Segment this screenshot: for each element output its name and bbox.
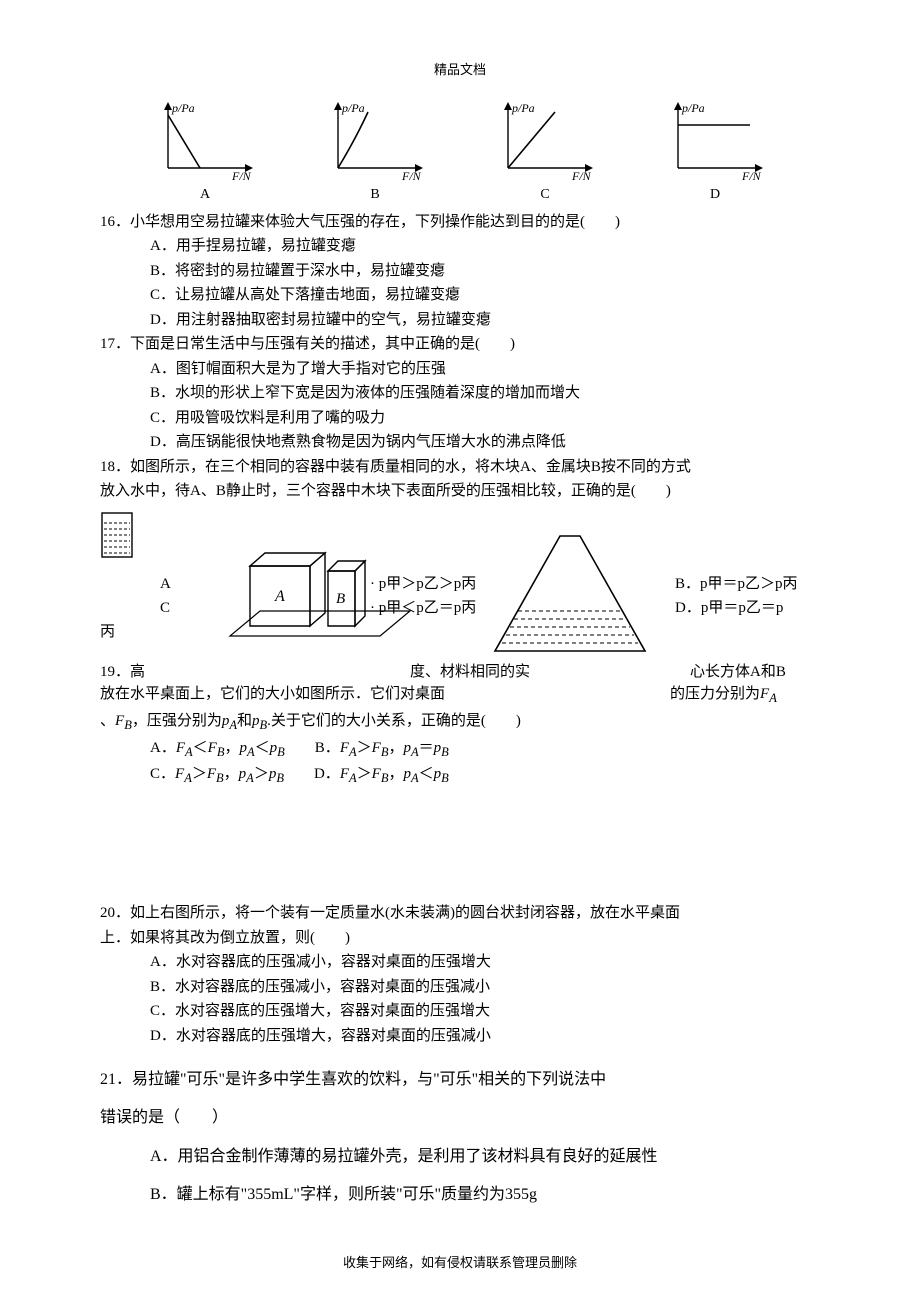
page-header: 精品文档: [100, 60, 820, 80]
graph-label-a: A: [140, 184, 270, 205]
graph-label-c: C: [480, 184, 610, 205]
chart-c-icon: p/Pa F/N: [490, 100, 600, 180]
q19-line1: 19．高 度、材料相同的实 心长方体A和B: [100, 661, 820, 684]
q19-opts-row2: C．FA＞FB，pA＞pB D．FA＞FB，pA＜pB: [100, 763, 820, 788]
q19-frag1: 19．高: [100, 661, 190, 684]
svg-text:p/Pa: p/Pa: [341, 101, 365, 115]
q19-line2: 放在水平桌面上，它们的大小如图所示．它们对桌面 的压力分别为FA: [100, 683, 820, 708]
graph-labels: A B C D: [140, 184, 780, 205]
q18-opt-a-label: A: [160, 573, 171, 596]
q19-opt-c: C．FA＞FB，pA＞pB: [150, 766, 284, 782]
q16-stem: 16．小华想用空易拉罐来体验大气压强的存在，下列操作能达到目的的是( ): [100, 211, 820, 234]
q16-opt-b: B．将密封的易拉罐置于深水中，易拉罐变瘪: [100, 260, 820, 283]
svg-text:B: B: [336, 591, 345, 607]
q19-opt-d: D．FA＞FB，pA＜pB: [314, 766, 449, 782]
q18-opt-c-label: C: [160, 597, 170, 620]
q17-opt-b: B．水坝的形状上窄下宽是因为液体的压强随着深度的增加而增大: [100, 382, 820, 405]
q18-opt-b-text: B．p甲＝p乙＞p丙: [675, 573, 798, 596]
q18-opt-d-tail: 丙: [100, 621, 115, 644]
graph-b: p/Pa F/N: [310, 100, 440, 180]
q20-opt-c: C．水对容器底的压强增大，容器对桌面的压强增大: [100, 1000, 820, 1023]
graphs-row: p/Pa F/N p/Pa F/N p/Pa: [140, 100, 780, 180]
graph-label-b: B: [310, 184, 440, 205]
graph-d: p/Pa F/N: [650, 100, 780, 180]
q21-opt-b: B．罐上标有"355mL"字样，则所装"可乐"质量约为355g: [100, 1176, 820, 1214]
q19-line3: 、FB，压强分别为pA和pB.关于它们的大小关系，正确的是( ): [100, 710, 820, 735]
graph-label-d: D: [650, 184, 780, 205]
q16-opt-a: A．用手捏易拉罐，易拉罐变瘪: [100, 235, 820, 258]
q19-frag3: 心长方体A和B: [690, 661, 786, 684]
q19-opts-row1: A．FA＜FB，pA＜pB B．FA＞FB，pA＝pB: [100, 737, 820, 762]
page-footer: 收集于网络，如有侵权请联系管理员删除: [0, 1253, 920, 1273]
q18-stem1: 18．如图所示，在三个相同的容器中装有质量相同的水，将木块A、金属块B按不同的方…: [100, 456, 820, 479]
svg-text:p/Pa: p/Pa: [681, 101, 705, 115]
q20-opt-a: A．水对容器底的压强减小，容器对桌面的压强增大: [100, 951, 820, 974]
q21-opt-a: A．用铝合金制作薄薄的易拉罐外壳，是利用了该材料具有良好的延展性: [100, 1138, 820, 1176]
q16-opt-d: D．用注射器抽取密封易拉罐中的空气，易拉罐变瘪: [100, 309, 820, 332]
q19-opt-a: A．FA＜FB，pA＜pB: [150, 740, 285, 756]
axis-x-label: F/N: [231, 169, 252, 180]
q20-opt-b: B．水对容器底的压强减小，容器对桌面的压强减小: [100, 976, 820, 999]
q16-opt-c: C．让易拉罐从高处下落撞击地面，易拉罐变瘪: [100, 284, 820, 307]
svg-text:p/Pa: p/Pa: [511, 101, 535, 115]
q21-stem1: 21．易拉罐"可乐"是许多中学生喜欢的饮料，与"可乐"相关的下列说法中: [100, 1061, 820, 1099]
q21-stem2: 错误的是（ ）: [100, 1099, 820, 1137]
q18-opt-a-text: · p甲＞p乙＞p丙: [370, 573, 476, 596]
svg-text:F/N: F/N: [401, 169, 422, 180]
q18-opt-c-text: · p甲＜p乙＝p丙: [370, 597, 476, 620]
chart-d-icon: p/Pa F/N: [660, 100, 770, 180]
axis-y-label: p/Pa: [171, 101, 195, 115]
q20-stem1: 20．如上右图所示，将一个装有一定质量水(水未装满)的圆台状封闭容器，放在水平桌…: [100, 902, 820, 925]
svg-text:A: A: [274, 588, 285, 605]
q17-opt-d: D．高压锅能很快地煮熟食物是因为锅内气压增大水的沸点降低: [100, 431, 820, 454]
page-container: 精品文档 p/Pa F/N p/Pa F/N: [0, 0, 920, 1302]
q20-stem2: 上．如果将其改为倒立放置，则( ): [100, 927, 820, 950]
q19-line2a: 放在水平桌面上，它们的大小如图所示．它们对桌面: [100, 683, 480, 708]
trapezoid-container-icon: [470, 531, 670, 661]
q17-opt-c: C．用吸管吸饮料是利用了嘴的吸力: [100, 407, 820, 430]
q20-opt-d: D．水对容器底的压强增大，容器对桌面的压强减小: [100, 1025, 820, 1048]
container-small-icon: [100, 511, 140, 561]
q19-opt-b: B．FA＞FB，pA＝pB: [315, 740, 449, 756]
svg-text:F/N: F/N: [571, 169, 592, 180]
q21-block: 21．易拉罐"可乐"是许多中学生喜欢的饮料，与"可乐"相关的下列说法中 错误的是…: [100, 1061, 820, 1215]
svg-text:F/N: F/N: [741, 169, 762, 180]
chart-b-icon: p/Pa F/N: [320, 100, 430, 180]
q18-figure-block: A B A C · p甲＞p乙＞p丙 · p甲＜p乙＝p丙 B．p甲＝p乙＞p丙…: [100, 511, 820, 661]
q17-stem: 17．下面是日常生活中与压强有关的描述，其中正确的是( ): [100, 333, 820, 356]
q19-frag2: 度、材料相同的实: [410, 661, 560, 684]
chart-a-icon: p/Pa F/N: [150, 100, 260, 180]
graph-c: p/Pa F/N: [480, 100, 610, 180]
q18-stem2: 放入水中，待A、B静止时，三个容器中木块下表面所受的压强相比较，正确的是( ): [100, 480, 820, 503]
graph-a: p/Pa F/N: [140, 100, 270, 180]
q19-line2b: 的压力分别为FA: [670, 683, 777, 708]
q17-opt-a: A．图钉帽面积大是为了增大手指对它的压强: [100, 358, 820, 381]
q18-opt-d-text: D．p甲＝p乙＝p: [675, 597, 783, 620]
